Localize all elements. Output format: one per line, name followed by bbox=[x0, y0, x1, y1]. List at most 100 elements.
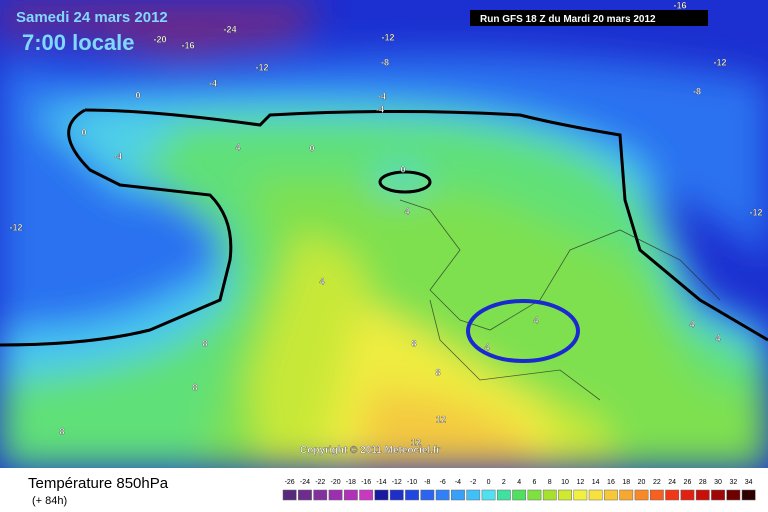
contour-label: 12 bbox=[436, 414, 446, 424]
legend-tick-label: -16 bbox=[361, 479, 371, 486]
contour-label: 4 bbox=[319, 276, 324, 286]
footer-title: Température 850hPa bbox=[28, 475, 169, 492]
legend-tick-label: -22 bbox=[315, 479, 325, 486]
contour-label: 12 bbox=[411, 437, 421, 447]
legend-swatch bbox=[405, 489, 419, 501]
contour-label: -16 bbox=[181, 40, 194, 50]
contour-label: 4 bbox=[689, 319, 694, 329]
legend-swatch bbox=[343, 489, 358, 501]
legend-tick-label: -24 bbox=[300, 479, 310, 486]
legend-swatch bbox=[481, 489, 496, 501]
legend-tick-label: -20 bbox=[330, 479, 340, 486]
legend-tick-label: -4 bbox=[455, 479, 461, 486]
legend-swatch bbox=[298, 489, 312, 501]
legend-swatch bbox=[542, 489, 557, 501]
contour-label: 4 bbox=[715, 333, 720, 343]
contour-label: -12 bbox=[255, 62, 268, 72]
footer-lead: (+ 84h) bbox=[32, 495, 67, 507]
legend-tick-label: 10 bbox=[561, 479, 569, 486]
legend-swatch bbox=[374, 489, 389, 501]
legend-tick-label: 28 bbox=[699, 479, 707, 486]
legend-swatch bbox=[649, 489, 664, 501]
legend-swatch bbox=[282, 489, 297, 501]
contour-label: 4 bbox=[533, 315, 538, 325]
legend-tick-label: 2 bbox=[502, 479, 506, 486]
legend-tick-label: -6 bbox=[440, 479, 446, 486]
contour-label: 8 bbox=[411, 338, 416, 348]
legend-tick-label: 0 bbox=[487, 479, 491, 486]
legend-tick-label: 22 bbox=[653, 479, 661, 486]
legend-tick-label: 14 bbox=[592, 479, 600, 486]
legend-swatch bbox=[695, 489, 710, 501]
legend-tick-label: -18 bbox=[346, 479, 356, 486]
legend-tick-label: 34 bbox=[745, 479, 753, 486]
contour-label: -4 bbox=[209, 78, 217, 88]
contour-label: -12 bbox=[749, 207, 762, 217]
legend-swatch bbox=[619, 489, 634, 501]
contour-label: -12 bbox=[381, 32, 394, 42]
map: -16 -24 -20 -16 -12 -8 -12 -4 -12 -8 0 -4 -4 0 -4 4 0 0 4 -… bbox=[0, 0, 768, 468]
contour-label: -4 bbox=[378, 91, 386, 101]
legend-swatch bbox=[496, 489, 511, 501]
contour-label: 8 bbox=[202, 338, 207, 348]
legend-swatch bbox=[527, 489, 542, 501]
legend-tick-label: -26 bbox=[285, 479, 295, 486]
legend-swatch bbox=[512, 489, 527, 501]
contour-label: -8 bbox=[381, 57, 389, 67]
legend-swatch bbox=[558, 489, 572, 501]
legend-tick-label: -2 bbox=[470, 479, 476, 486]
legend-tick-label: 32 bbox=[729, 479, 737, 486]
legend-swatch bbox=[588, 489, 603, 501]
contour-label: 8 bbox=[192, 382, 197, 392]
run-info: Run GFS 18 Z du Mardi 20 mars 2012 bbox=[480, 14, 656, 25]
legend-tick-label: -10 bbox=[407, 479, 417, 486]
time: 7:00 locale bbox=[22, 30, 135, 55]
contour-label: -12 bbox=[9, 222, 22, 232]
legend-tick-label: 16 bbox=[607, 479, 615, 486]
contour-label: -8 bbox=[693, 86, 701, 96]
legend-swatch bbox=[726, 489, 741, 501]
contour-label: -12 bbox=[713, 57, 726, 67]
date: Samedi 24 mars 2012 bbox=[16, 9, 168, 26]
legend-tick-label: -12 bbox=[392, 479, 402, 486]
contour-label: -4 bbox=[114, 151, 122, 161]
contour-label: -16 bbox=[673, 0, 686, 10]
legend-tick-label: 30 bbox=[714, 479, 722, 486]
legend-tick-label: -8 bbox=[424, 479, 430, 486]
legend-swatch bbox=[634, 489, 649, 501]
legend-tick-label: -14 bbox=[376, 479, 386, 486]
legend-tick-label: 6 bbox=[532, 479, 536, 486]
highlight-ellipse bbox=[466, 299, 580, 363]
legend-swatch bbox=[680, 489, 695, 501]
contour-label: 8 bbox=[435, 367, 440, 377]
contour-label: 0 bbox=[135, 90, 140, 100]
legend-swatch bbox=[604, 489, 618, 501]
contour-label: 4 bbox=[404, 206, 409, 216]
legend-tick-label: 18 bbox=[622, 479, 630, 486]
legend-tick-label: 24 bbox=[668, 479, 676, 486]
copyright: Copyright © 2011 Meteociel.fr bbox=[300, 445, 440, 456]
legend-tick-label: 4 bbox=[517, 479, 521, 486]
legend-tick-label: 8 bbox=[548, 479, 552, 486]
contour-label: -20 bbox=[153, 34, 166, 44]
legend-swatch bbox=[328, 489, 343, 501]
legend-swatch bbox=[435, 489, 450, 501]
legend-tick-label: 12 bbox=[576, 479, 584, 486]
legend-swatch bbox=[359, 489, 374, 501]
contour-label: 4 bbox=[484, 342, 489, 352]
contour-label: -24 bbox=[223, 24, 236, 34]
contour-label: 0 bbox=[309, 143, 314, 153]
legend-swatch bbox=[313, 489, 328, 501]
legend-tick-label: 20 bbox=[638, 479, 646, 486]
legend-swatch bbox=[466, 489, 481, 501]
legend-swatch bbox=[711, 489, 725, 501]
legend-swatch bbox=[420, 489, 435, 501]
contour-label: 0 bbox=[400, 164, 405, 174]
contour-label: 0 bbox=[81, 127, 86, 137]
legend-swatch bbox=[665, 489, 680, 501]
legend-swatch bbox=[741, 489, 756, 501]
contour-label: 8 bbox=[59, 426, 64, 436]
legend-swatch bbox=[573, 489, 588, 501]
legend-swatch bbox=[389, 489, 404, 501]
